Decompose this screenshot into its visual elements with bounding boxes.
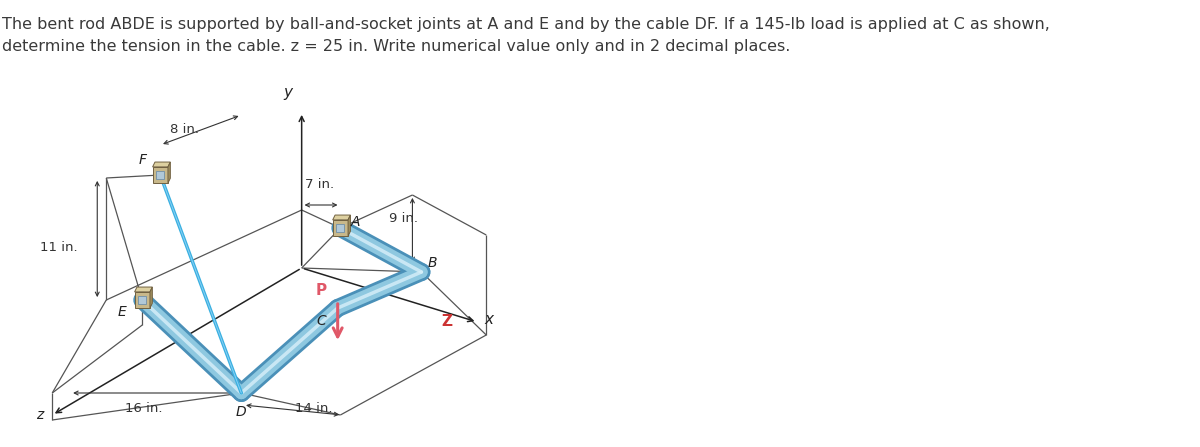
Text: y: y (283, 85, 293, 100)
Text: D: D (236, 405, 247, 419)
Polygon shape (336, 224, 344, 232)
Polygon shape (134, 292, 150, 308)
Text: 16 in.: 16 in. (125, 401, 163, 414)
Text: x: x (485, 312, 493, 328)
Text: F: F (139, 153, 146, 167)
Polygon shape (134, 287, 152, 292)
Polygon shape (156, 171, 164, 179)
Polygon shape (138, 296, 146, 304)
Text: 14 in.: 14 in. (295, 401, 332, 414)
Text: 7 in.: 7 in. (305, 178, 335, 191)
Polygon shape (348, 215, 350, 236)
Text: 8 in.: 8 in. (170, 123, 199, 136)
Polygon shape (332, 215, 350, 220)
Text: 11 in.: 11 in. (40, 241, 77, 254)
Polygon shape (332, 220, 348, 236)
Text: z: z (36, 408, 43, 422)
Text: A: A (352, 215, 361, 229)
Text: determine the tension in the cable. z = 25 in. Write numerical value only and in: determine the tension in the cable. z = … (2, 39, 790, 54)
Text: E: E (118, 305, 126, 319)
Polygon shape (152, 162, 170, 167)
Text: Z: Z (442, 315, 452, 329)
Text: C: C (317, 314, 326, 328)
Polygon shape (152, 167, 168, 183)
Text: The bent rod ABDE is supported by ball-and-socket joints at A and E and by the c: The bent rod ABDE is supported by ball-a… (2, 17, 1050, 32)
Polygon shape (168, 162, 170, 183)
Text: P: P (316, 283, 326, 298)
Text: 9 in.: 9 in. (389, 211, 418, 224)
Text: B: B (427, 256, 437, 270)
Polygon shape (150, 287, 152, 308)
